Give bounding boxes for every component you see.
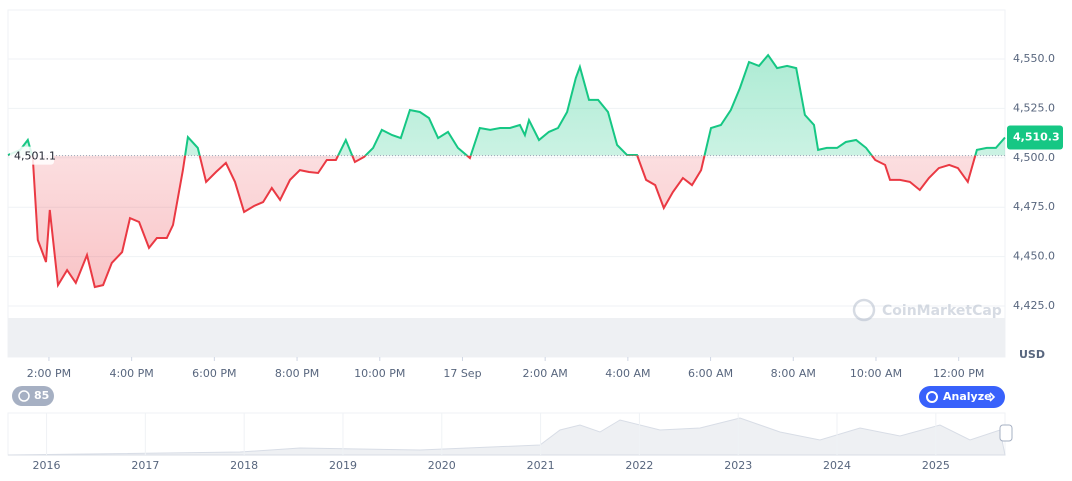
x-tick-label: 10:00 PM [354,367,405,380]
analyze-label: Analyze [943,390,992,403]
x-tick-label: 4:00 PM [109,367,153,380]
navigator-year-label: 2020 [428,459,456,472]
navigator-year-label: 2018 [230,459,258,472]
navigator-year-label: 2025 [922,459,950,472]
watermark: CoinMarketCap [852,298,1002,322]
price-line-down [8,155,977,289]
navigator-year-label: 2017 [131,459,159,472]
x-tick-label: 12:00 PM [933,367,984,380]
navigator-year-label: 2019 [329,459,357,472]
last-price-tag [1007,125,1063,150]
navigator-year-label: 2022 [625,459,653,472]
baseline-label-bg [10,146,54,165]
last-price-label: 4,510.3 [1013,130,1060,143]
navigator-year-label: 2021 [527,459,555,472]
y-tick-label: 4,475.0 [1013,200,1055,213]
x-tick-label: 17 Sep [443,367,481,380]
history-count: 85 [34,389,49,402]
y-tick-label: 4,525.0 [1013,101,1055,114]
x-tick-label: 6:00 AM [688,367,733,380]
analyze-button[interactable]: Analyze [919,386,1005,408]
watermark-text: CoinMarketCap [882,303,1002,319]
y-unit: USD [1019,348,1045,361]
x-tick-label: 4:00 AM [605,367,650,380]
x-tick-label: 10:00 AM [850,367,902,380]
area-up [8,55,1005,156]
x-tick-label: 2:00 PM [27,367,71,380]
y-tick-label: 4,550.0 [1013,52,1055,65]
history-badge[interactable]: 85 [12,386,54,406]
baseline-label: 4,501.1 [14,150,56,163]
volume-band [8,318,1005,357]
x-tick-label: 2:00 AM [523,367,568,380]
x-tick-label: 8:00 AM [771,367,816,380]
navigator-area [7,417,1006,456]
area-down [32,155,976,287]
y-tick-label: 4,450.0 [1013,250,1055,263]
navigator-year-label: 2016 [33,459,61,472]
x-tick-label: 6:00 PM [192,367,236,380]
y-tick-label: 4,500.0 [1013,151,1055,164]
y-tick-label: 4,425.0 [1013,299,1055,312]
navigator-year-label: 2024 [823,459,851,472]
x-tick-label: 8:00 PM [275,367,319,380]
navigator-year-label: 2023 [724,459,752,472]
navigator-handle[interactable] [999,424,1013,442]
price-line-up [7,53,1006,156]
